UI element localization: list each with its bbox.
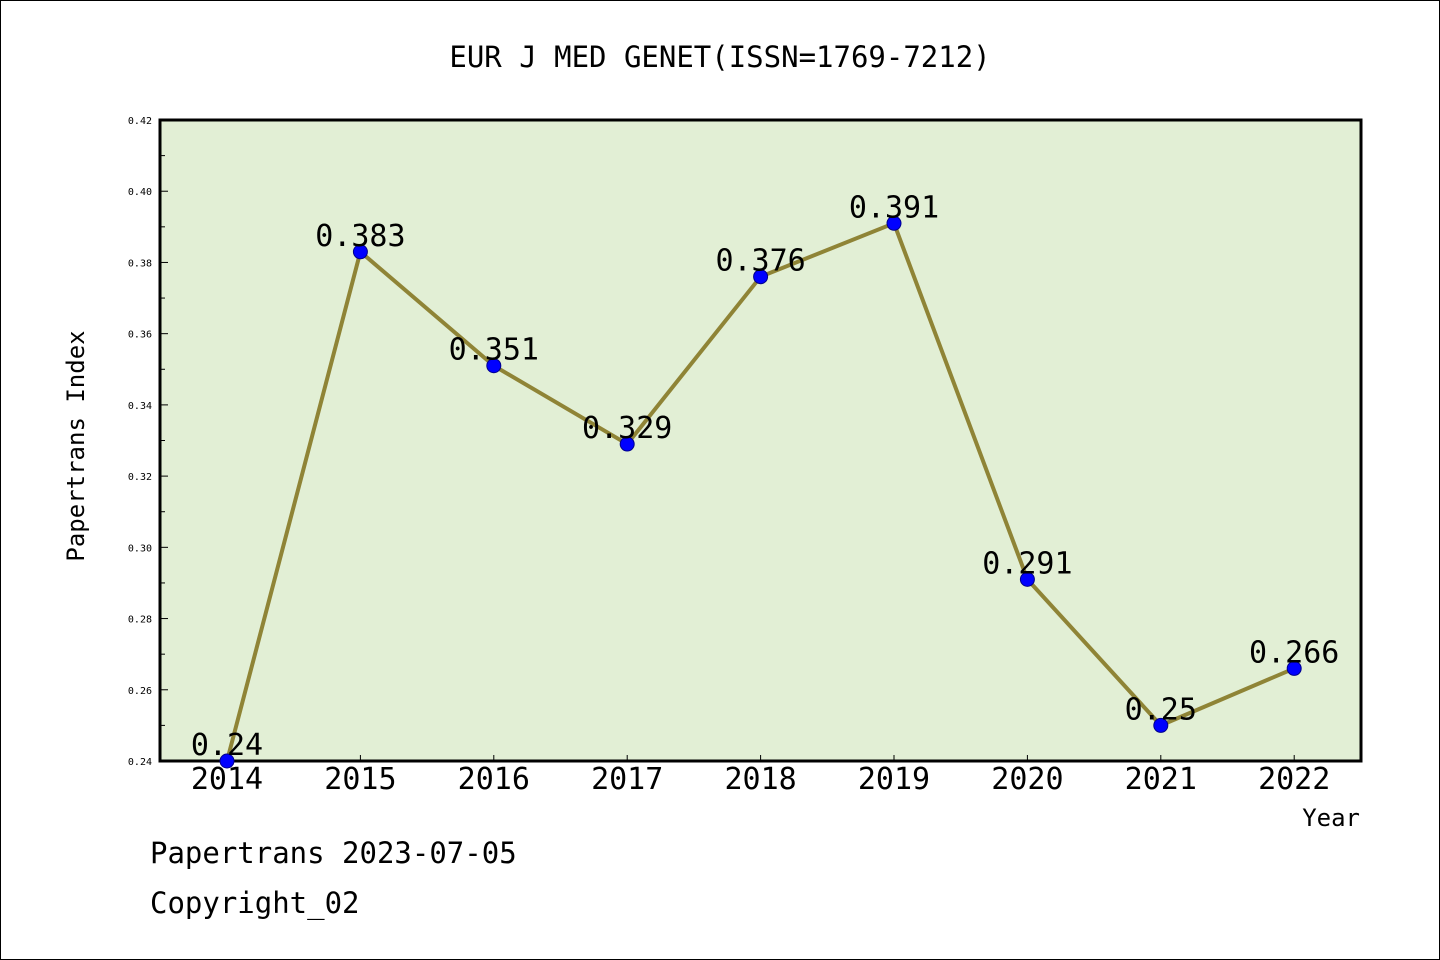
data-markers: [219, 215, 1302, 769]
data-label: 0.383: [315, 219, 405, 254]
footer-date: Papertrans 2023-07-05: [150, 836, 517, 870]
data-label: 0.24: [191, 728, 263, 763]
data-label: 0.266: [1249, 635, 1339, 670]
data-point: [1153, 717, 1169, 733]
data-point: [886, 215, 902, 231]
x-tick-label: 2022: [1258, 762, 1330, 797]
chart-title: EUR J MED GENET(ISSN=1769-7212): [449, 40, 990, 74]
y-tick-label: 0.28: [128, 615, 152, 626]
y-tick-label: 0.34: [128, 401, 152, 412]
data-label: 0.376: [715, 244, 805, 279]
data-label: 0.291: [982, 546, 1072, 581]
data-labels: 0.24 0.383 0.351 0.329 0.376 0.391 0.291 0.25 0.…: [191, 190, 1339, 763]
data-point: [619, 436, 635, 452]
x-tick-label: 2016: [458, 762, 530, 797]
y-tick-label: 0.30: [128, 543, 152, 554]
data-point: [1019, 571, 1035, 587]
y-tick-label: 0.42: [128, 116, 152, 127]
y-tick-label: 0.32: [128, 472, 152, 483]
data-label: 0.351: [449, 333, 539, 368]
data-point: [1286, 660, 1302, 676]
data-point: [486, 358, 502, 374]
x-tick-label: 2015: [324, 762, 396, 797]
data-point: [219, 753, 235, 769]
data-label: 0.391: [849, 190, 939, 225]
x-tick-label: 2019: [858, 762, 930, 797]
y-tick-label: 0.40: [128, 187, 152, 198]
y-tick-label: 0.26: [128, 686, 152, 697]
x-axis-label: Year: [1302, 804, 1360, 832]
y-tick-label: 0.38: [128, 258, 152, 269]
y-tick-label: 0.24: [128, 757, 152, 768]
x-tick-label: 2020: [991, 762, 1063, 797]
plot-area: [158, 118, 1363, 763]
footer-copyright: Copyright_02: [150, 886, 360, 921]
y-axis: 0.24 0.26 0.28 0.30 0.32 0.34 0.36 0.38 0.40 0.42: [128, 116, 168, 768]
y-axis-label: Papertrans Index: [62, 330, 90, 561]
data-label: 0.329: [582, 411, 672, 446]
data-label: 0.25: [1125, 692, 1197, 727]
x-axis: 2014 2015 2016 2017 2018 2019 2020 2021 2022: [191, 755, 1330, 797]
data-point: [352, 244, 368, 260]
x-tick-label: 2018: [724, 762, 796, 797]
y-tick-label: 0.36: [128, 330, 152, 341]
data-point: [753, 269, 769, 285]
x-tick-label: 2021: [1125, 762, 1197, 797]
x-tick-label: 2017: [591, 762, 663, 797]
